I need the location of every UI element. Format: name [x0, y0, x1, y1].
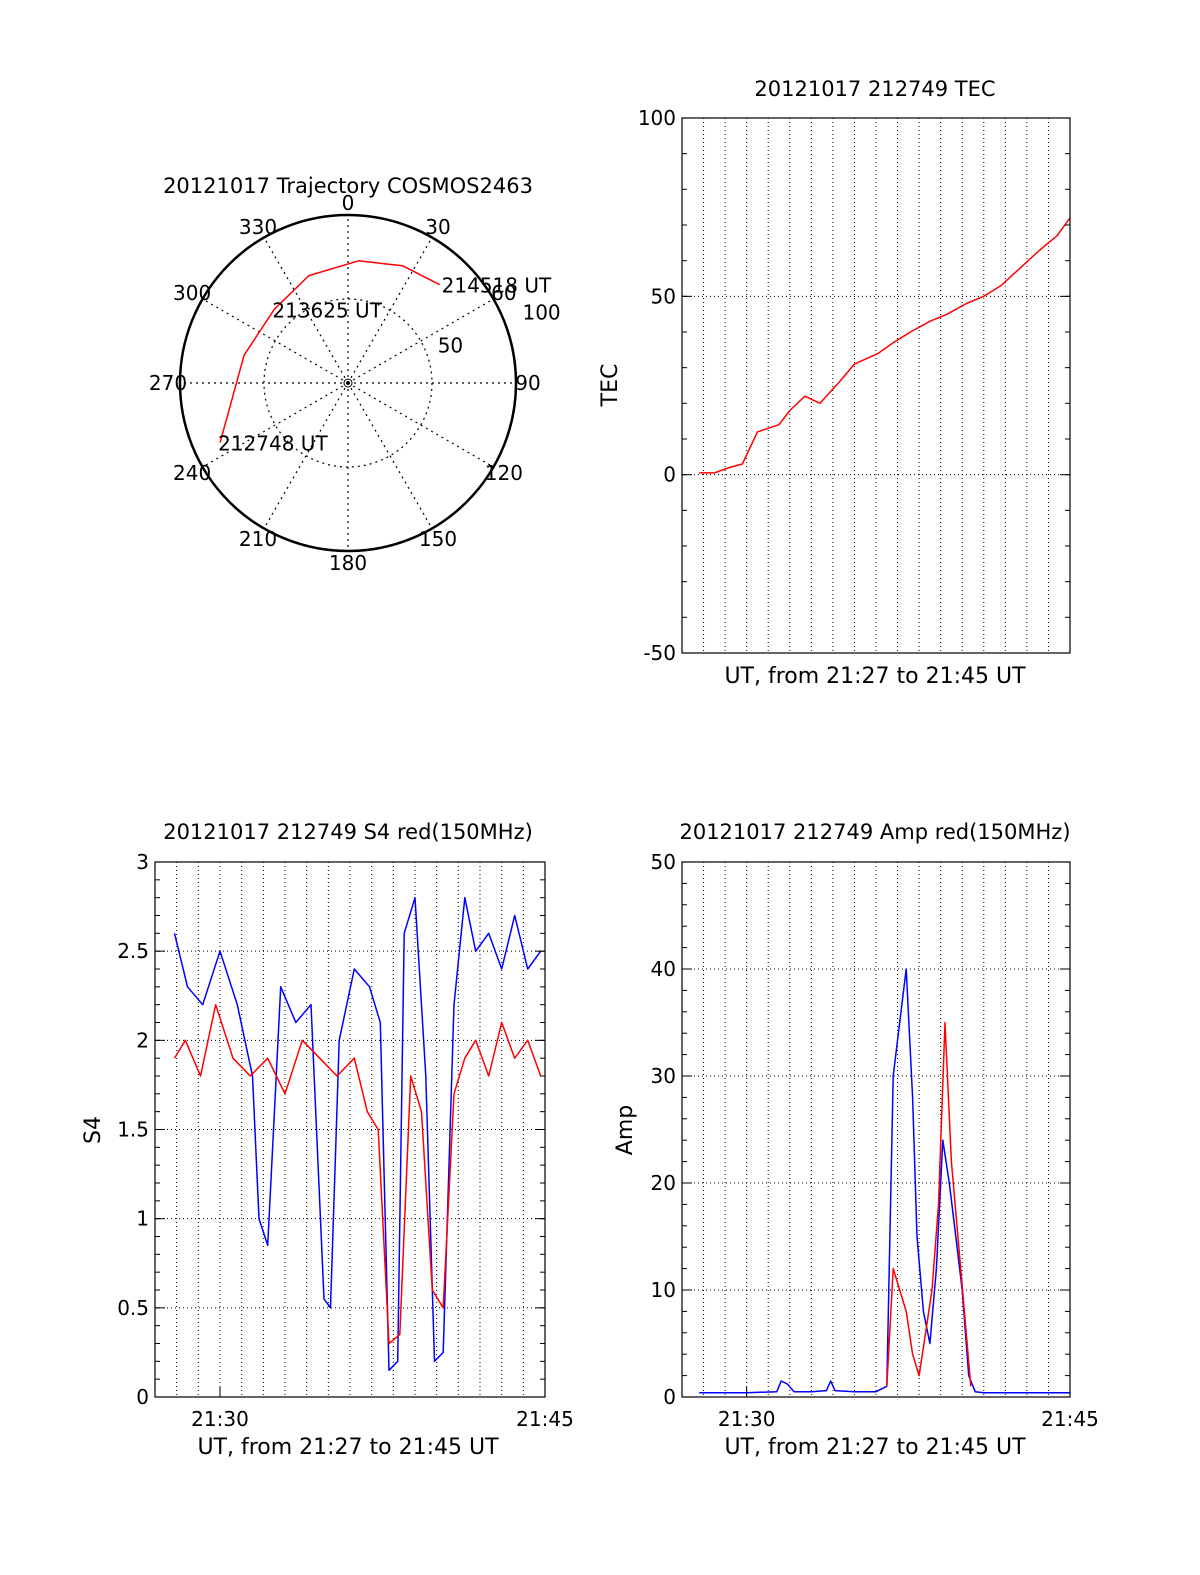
y-tick-label: -50: [643, 641, 676, 665]
polar-title: 20121017 Trajectory COSMOS2463: [163, 174, 533, 198]
polar-azimuth-label: 180: [329, 551, 367, 575]
y-tick-label: 2: [136, 1028, 149, 1052]
y-tick-label: 40: [651, 957, 676, 981]
amp-xlabel: UT, from 21:27 to 21:45 UT: [724, 1435, 1026, 1460]
y-tick-label: 50: [651, 284, 676, 308]
polar-azimuth-label: 240: [173, 461, 211, 485]
amp-title: 20121017 212749 Amp red(150MHz): [679, 820, 1070, 844]
series-line: [173, 1003, 542, 1345]
polar-spoke: [202, 298, 349, 384]
polar-azimuth-label: 150: [419, 527, 457, 551]
tec-ylabel: TEC: [598, 364, 623, 408]
y-tick-label: 0: [136, 1385, 149, 1409]
trajectory-time-label: 214518 UT: [442, 274, 552, 298]
polar-radius-label: 50: [438, 334, 463, 358]
polar-azimuth-label: 90: [515, 371, 540, 395]
polar-grid: 0 30 60 90 120 150 180 210 240 270 300 330 50 100: [149, 191, 561, 575]
polar-spoke: [347, 298, 494, 384]
polar-spoke: [347, 382, 433, 529]
y-tick-label: 10: [651, 1278, 676, 1302]
trajectory-time-label: 213625 UT: [272, 298, 382, 322]
polar-spoke: [263, 382, 349, 529]
y-tick-label: 1: [136, 1207, 149, 1231]
axes-frame: [681, 861, 1071, 1398]
polar-spoke: [202, 382, 349, 468]
axes-frame: [681, 117, 1071, 654]
polar-azimuth-label: 330: [239, 215, 277, 239]
s4-xlabel: UT, from 21:27 to 21:45 UT: [197, 1435, 499, 1460]
series-line: [173, 896, 542, 1372]
y-tick-label: 2.5: [117, 939, 149, 963]
x-tick-label: 21:30: [718, 1407, 776, 1431]
x-tick-label: 21:45: [516, 1407, 574, 1431]
polar-azimuth-label: 300: [173, 281, 211, 305]
polar-outer-circle: [178, 213, 518, 553]
polar-azimuth-label: 30: [425, 215, 450, 239]
s4-plot: 20121017 212749 S4 red(150MHz) UT, from …: [81, 820, 574, 1460]
trajectory-line: [219, 260, 441, 443]
amp-ylabel: Amp: [613, 1105, 638, 1155]
polar-azimuth-label: 60: [491, 281, 516, 305]
y-tick-label: 20: [651, 1171, 676, 1195]
y-tick-label: 0.5: [117, 1296, 149, 1320]
series-line: [886, 1021, 972, 1387]
x-tick-label: 21:45: [1041, 1407, 1099, 1431]
polar-radius-label: 100: [522, 301, 560, 325]
polar-azimuth-label: 0: [342, 191, 355, 215]
x-tick-label: 21:30: [191, 1407, 249, 1431]
trajectory-polar-plot: 20121017 Trajectory COSMOS2463 0 30 60 90 12…: [149, 174, 561, 575]
amp-plot-area: 50 40 30 20 10 0 21:30 21:45: [651, 850, 1099, 1431]
tec-plot-area: 100 50 0 -50: [638, 106, 1071, 665]
y-tick-label: 3: [136, 850, 149, 874]
polar-azimuth-label: 270: [149, 371, 187, 395]
y-tick-label: 30: [651, 1064, 676, 1088]
polar-spoke: [263, 237, 349, 384]
s4-title: 20121017 212749 S4 red(150MHz): [163, 820, 533, 844]
s4-ylabel: S4: [81, 1116, 106, 1144]
series-line: [699, 968, 1070, 1394]
y-tick-label: 0: [663, 1385, 676, 1409]
y-tick-label: 0: [663, 463, 676, 487]
amp-plot: 20121017 212749 Amp red(150MHz) UT, from…: [613, 820, 1099, 1460]
trajectory-time-label: 212748 UT: [218, 432, 328, 456]
polar-spoke: [347, 382, 494, 468]
y-tick-label: 1.5: [117, 1118, 149, 1142]
s4-plot-area: 3 2.5 2 1.5 1 0.5 0 21:30 21:45: [117, 850, 574, 1431]
polar-series: 212748 UT 213625 UT 214518 UT: [218, 260, 552, 456]
polar-azimuth-label: 120: [485, 461, 523, 485]
tec-xlabel: UT, from 21:27 to 21:45 UT: [724, 664, 1026, 689]
series-line: [699, 217, 1070, 474]
polar-spoke: [347, 237, 433, 384]
polar-azimuth-label: 210: [239, 527, 277, 551]
tec-plot: 20121017 212749 TEC UT, from 21:27 to 21…: [598, 77, 1071, 689]
y-tick-label: 50: [651, 850, 676, 874]
y-tick-label: 100: [638, 106, 676, 130]
polar-center: [343, 378, 353, 388]
tec-title: 20121017 212749 TEC: [754, 77, 995, 101]
